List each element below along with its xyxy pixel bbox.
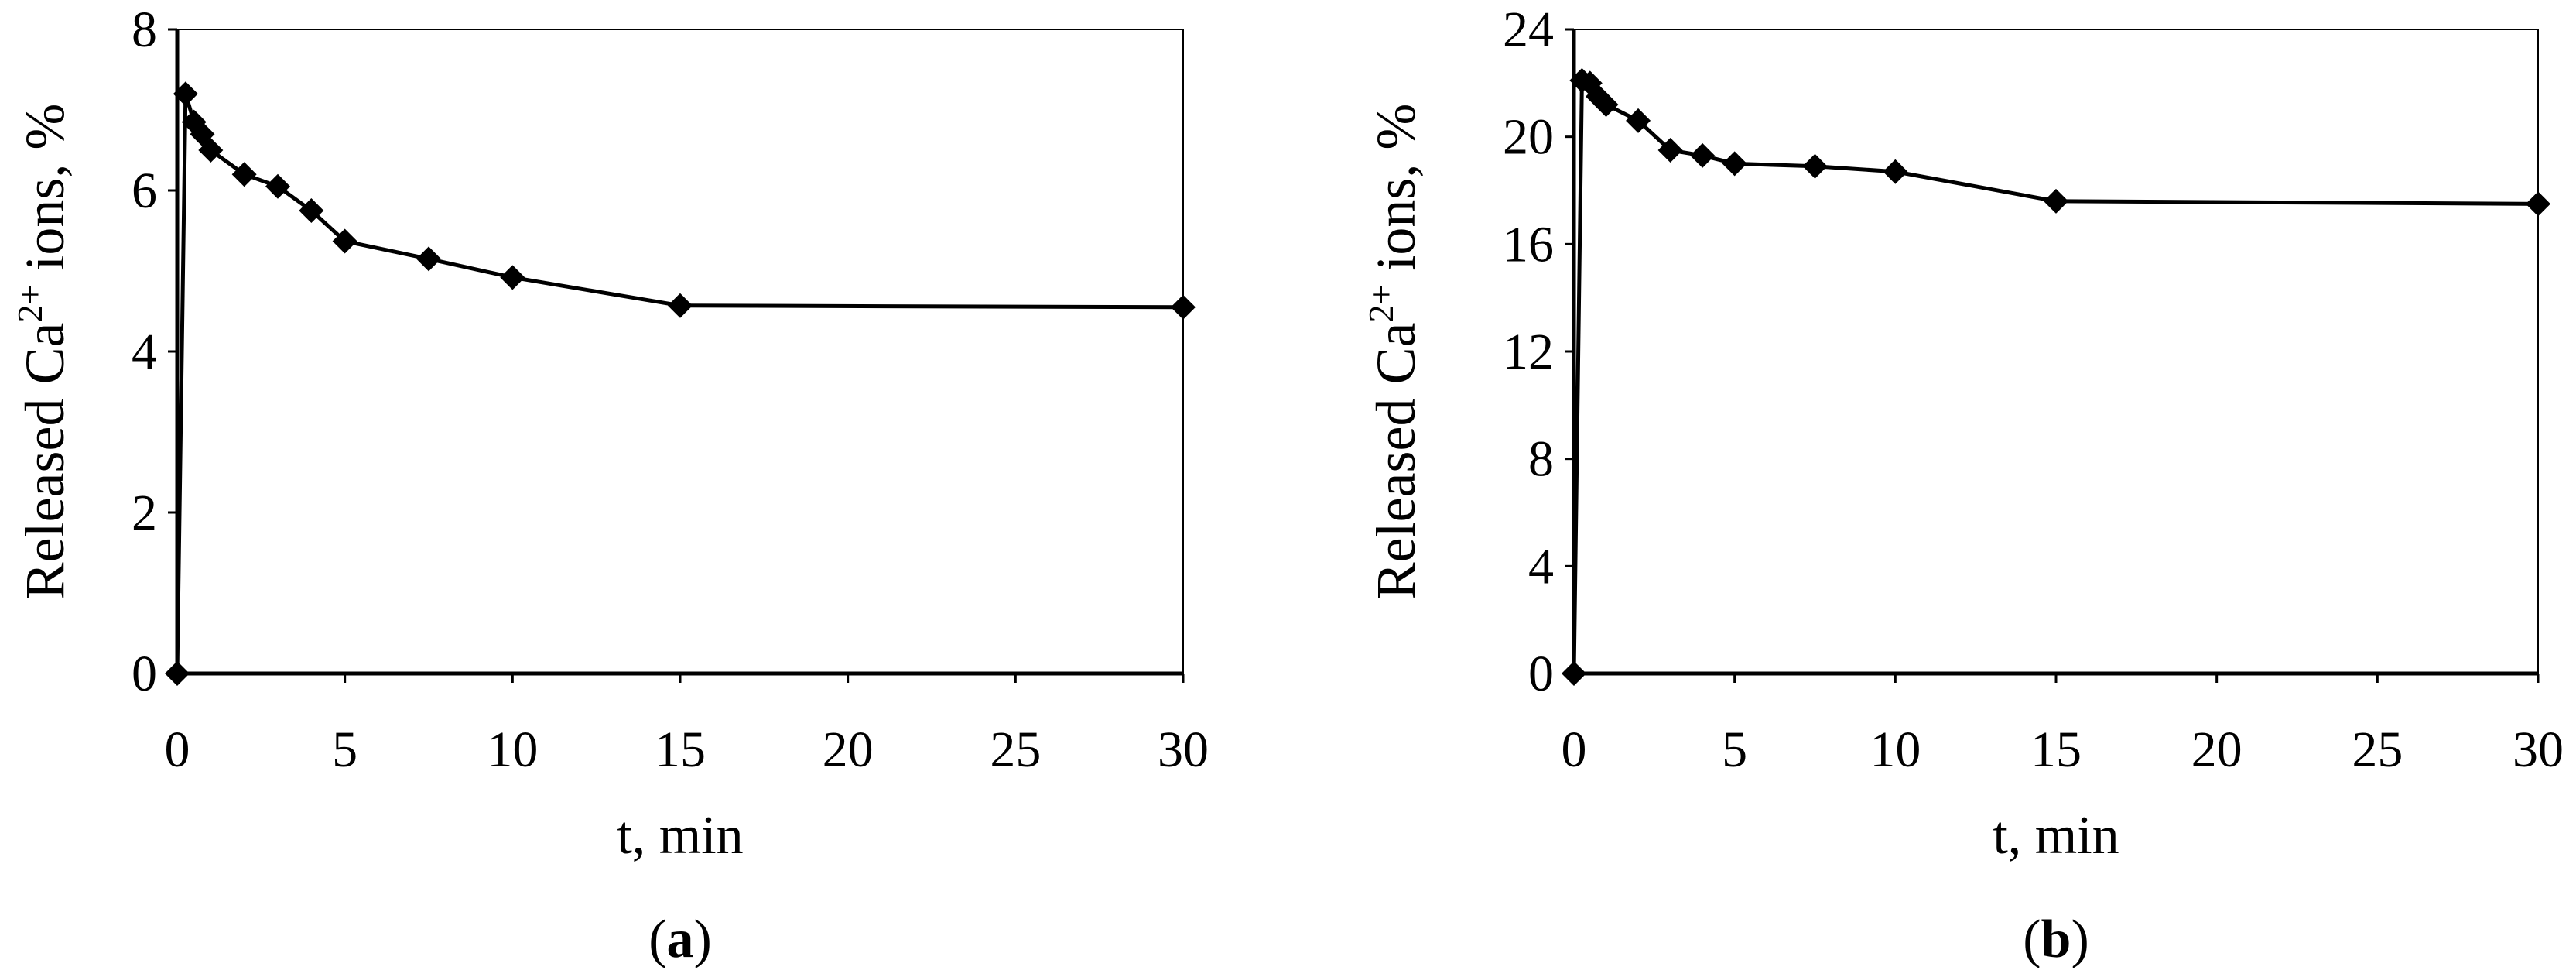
data-point <box>1593 92 1619 118</box>
data-point <box>173 81 198 107</box>
x-tick-label: 25 <box>990 722 1041 778</box>
x-tick-label: 0 <box>1562 722 1587 778</box>
x-tick-label: 10 <box>487 722 538 778</box>
x-tick-label: 0 <box>165 722 190 778</box>
y-tick-label: 6 <box>132 163 157 219</box>
y-tick-label: 8 <box>132 2 157 58</box>
data-point <box>1722 151 1747 177</box>
caption-part: ( <box>2023 910 2041 969</box>
data-point <box>165 661 190 686</box>
y-tick-label: 4 <box>132 324 157 380</box>
data-point <box>1690 142 1716 168</box>
x-tick-label: 5 <box>332 722 357 778</box>
panel: 0 2 4 6 8 0 5 10 15 20 25 30 t, min Released Ca2+ ion… <box>10 2 1209 969</box>
caption-part: ( <box>648 910 666 969</box>
x-tick-label: 20 <box>2191 722 2242 778</box>
data-point <box>198 138 224 163</box>
data-point <box>1802 153 1828 179</box>
y-axis-label: Released Ca2+ ions, % <box>10 104 76 600</box>
x-tick-label: 20 <box>823 722 874 778</box>
y-axis-label-part: Released Ca <box>1365 323 1427 600</box>
x-axis-label: t, min <box>1993 806 2119 866</box>
data-point <box>2526 191 2550 217</box>
data-point <box>416 246 441 272</box>
y-axis-label-part: 2+ <box>10 285 50 323</box>
x-tick-label: 25 <box>2352 722 2403 778</box>
y-tick-label: 20 <box>1503 109 1554 166</box>
data-point <box>332 228 357 254</box>
caption: (b) <box>2023 910 2089 969</box>
data-point <box>1657 138 1683 163</box>
data-point <box>1586 84 1611 109</box>
data-point <box>265 173 290 199</box>
data-point <box>1562 661 1586 686</box>
y-tick-label: 16 <box>1503 216 1554 273</box>
y-axis-label-part: ions, % <box>14 104 76 285</box>
plot-frame <box>1573 29 2539 674</box>
y-tick-label: 4 <box>1528 538 1554 595</box>
caption-part: b <box>2041 910 2071 969</box>
x-tick-label: 10 <box>1870 722 1921 778</box>
x-axis-label: t, min <box>617 806 743 866</box>
panel: 0 4 8 12 16 20 24 0 5 10 15 20 25 30 t, min Released Ca… <box>1361 2 2564 969</box>
y-tick-label: 0 <box>1528 646 1554 702</box>
x-tick-label: 15 <box>2030 722 2082 778</box>
y-axis-label: Released Ca2+ ions, % <box>1361 104 1427 600</box>
data-point <box>299 198 324 223</box>
data-point <box>1626 108 1651 133</box>
y-tick-label: 2 <box>132 485 157 541</box>
caption-part: ) <box>2071 910 2089 969</box>
x-tick-label: 5 <box>1722 722 1747 778</box>
x-tick-label: 30 <box>2513 722 2564 778</box>
data-point <box>1883 159 1908 184</box>
x-tick-label: 15 <box>655 722 706 778</box>
caption-part: ) <box>694 910 712 969</box>
data-point <box>500 265 525 290</box>
y-axis-label-part: Released Ca <box>14 323 76 600</box>
caption-part: a <box>667 910 694 969</box>
y-axis-label-part: ions, % <box>1365 104 1427 285</box>
y-tick-label: 24 <box>1503 2 1554 58</box>
series-line <box>1572 78 2539 674</box>
caption: (a) <box>648 910 712 969</box>
data-point <box>2044 188 2068 214</box>
series-line <box>175 91 1184 674</box>
y-tick-label: 0 <box>132 646 157 702</box>
data-point <box>231 162 257 187</box>
x-tick-label: 30 <box>1158 722 1209 778</box>
data-point <box>1171 294 1196 320</box>
data-point <box>668 293 693 318</box>
y-tick-label: 12 <box>1503 324 1554 380</box>
y-tick-label: 8 <box>1528 431 1554 488</box>
plot-frame <box>176 29 1184 674</box>
y-axis-label-part: 2+ <box>1361 285 1401 323</box>
